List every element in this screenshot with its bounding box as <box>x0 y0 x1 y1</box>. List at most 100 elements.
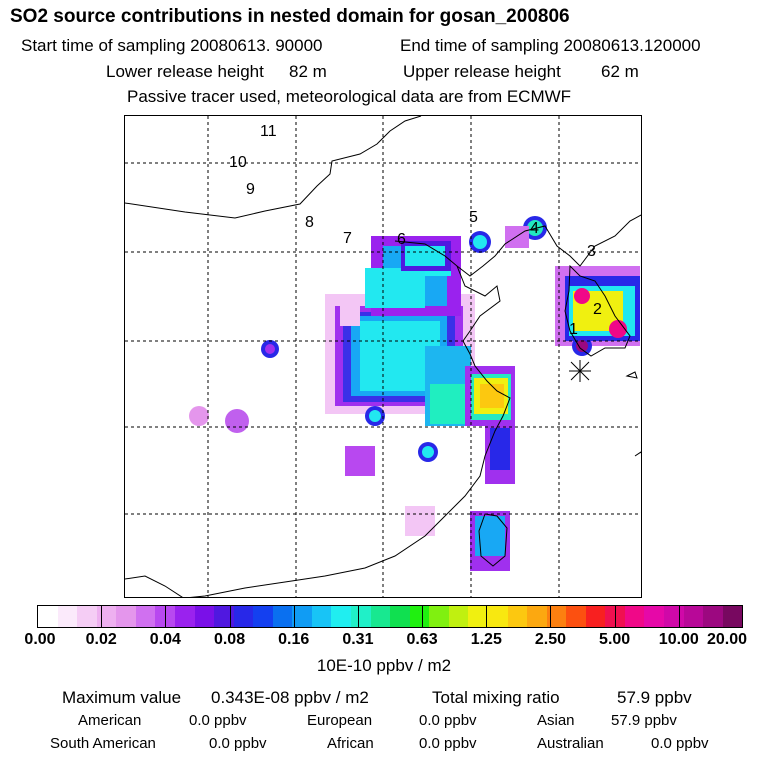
color-swatch <box>429 606 449 627</box>
color-swatch <box>507 606 528 627</box>
receptor-star-icon <box>569 360 591 382</box>
lat-lon-grid <box>125 116 641 597</box>
region-label-4: 4 <box>530 220 539 237</box>
color-swatch <box>253 606 273 627</box>
color-swatch <box>331 606 351 627</box>
color-swatch <box>644 606 664 627</box>
region-label-9: 9 <box>246 181 255 198</box>
total-mixing-value: 57.9 ppbv <box>617 688 692 707</box>
african-value: 0.0 ppbv <box>419 735 477 752</box>
european-value: 0.0 ppbv <box>419 712 477 729</box>
region-label-6: 6 <box>397 231 406 248</box>
color-swatch <box>96 606 117 627</box>
color-swatch <box>155 606 175 627</box>
region-label-11: 11 <box>260 123 277 140</box>
color-swatch <box>194 606 215 627</box>
color-swatch <box>214 606 234 627</box>
color-scale-tick-label: 1.25 <box>470 631 502 648</box>
color-scale-bar <box>37 605 743 628</box>
upper-release-value: 62 m <box>601 62 639 81</box>
color-swatch <box>57 606 78 627</box>
color-swatch <box>546 606 567 627</box>
color-scale-tick-label: 0.08 <box>213 631 246 648</box>
coastlines <box>125 116 641 597</box>
color-scale-tick-label: 0.16 <box>278 631 310 648</box>
color-swatch <box>703 606 723 627</box>
plot-title: SO2 source contributions in nested domai… <box>10 6 570 27</box>
color-swatch <box>683 606 704 627</box>
color-scale-tick-label: 5.00 <box>599 631 631 648</box>
region-label-7: 7 <box>343 230 352 247</box>
color-swatch <box>38 606 58 627</box>
color-swatch <box>624 606 645 627</box>
australian-label: Australian <box>537 735 604 752</box>
color-scale-tick-label: 0.04 <box>149 631 181 648</box>
lower-release-label: Lower release height <box>106 62 264 81</box>
color-scale-tick-label: 10.00 <box>658 631 699 648</box>
color-scale-tick-label: 0.00 <box>24 631 56 648</box>
color-scale-tick-label: 0.31 <box>342 631 374 648</box>
upper-release-label: Upper release height <box>403 62 561 81</box>
map-canvas <box>125 116 641 597</box>
color-swatch <box>174 606 195 627</box>
color-scale-separator <box>486 606 488 627</box>
concentration-field <box>189 216 640 571</box>
region-label-10: 10 <box>229 154 247 171</box>
color-scale-separator <box>614 606 616 627</box>
american-label: American <box>78 712 142 729</box>
color-swatch <box>664 606 684 627</box>
color-scale-unit: 10E-10 ppbv / m2 <box>316 656 452 675</box>
color-swatch <box>116 606 136 627</box>
asian-value: 57.9 ppbv <box>611 712 677 729</box>
color-scale-separator <box>101 606 103 627</box>
color-scale-separator <box>293 606 295 627</box>
region-label-1: 1 <box>569 321 578 338</box>
color-swatch <box>233 606 254 627</box>
color-scale-separator <box>357 606 359 627</box>
color-swatch <box>351 606 371 627</box>
color-swatch <box>311 606 332 627</box>
total-mixing-label: Total mixing ratio <box>432 688 560 707</box>
contribution-map: 1 2 3 4 5 6 7 8 9 10 11 <box>124 115 642 598</box>
color-swatch <box>566 606 586 627</box>
color-scale-separator <box>678 606 680 627</box>
color-swatch <box>585 606 606 627</box>
color-scale-tick-label: 2.50 <box>534 631 567 648</box>
color-scale-separator <box>550 606 552 627</box>
color-swatch <box>468 606 488 627</box>
region-label-5: 5 <box>469 209 478 226</box>
max-value-label: Maximum value <box>62 688 182 707</box>
max-value: 0.343E-08 ppbv / m2 <box>211 688 369 707</box>
region-label-3: 3 <box>587 243 596 260</box>
color-scale-separator <box>229 606 231 627</box>
color-scale-tick-label: 0.02 <box>85 631 117 648</box>
american-value: 0.0 ppbv <box>189 712 247 729</box>
european-label: European <box>307 712 373 729</box>
color-swatch <box>272 606 293 627</box>
asian-label: Asian <box>537 712 575 729</box>
region-label-8: 8 <box>305 214 314 231</box>
color-swatch <box>487 606 508 627</box>
start-time-label: Start time of sampling 20080613. 90000 <box>21 36 323 55</box>
color-swatch <box>722 606 743 627</box>
color-swatch <box>390 606 410 627</box>
color-scale-tick-label: 20.00 <box>706 631 748 648</box>
color-scale-tick-label: 0.63 <box>406 631 438 648</box>
color-swatch <box>135 606 156 627</box>
end-time-label: End time of sampling 20080613.120000 <box>400 36 701 55</box>
color-swatch <box>409 606 430 627</box>
region-label-2: 2 <box>593 301 602 318</box>
australian-value: 0.0 ppbv <box>651 735 709 752</box>
color-swatch <box>370 606 391 627</box>
lower-release-value: 82 m <box>289 62 327 81</box>
color-scale-separator <box>165 606 167 627</box>
south-american-label: South American <box>50 735 156 752</box>
color-swatch <box>527 606 547 627</box>
tracer-note: Passive tracer used, meteorological data… <box>127 87 572 106</box>
african-label: African <box>327 735 374 752</box>
color-scale-separator <box>422 606 424 627</box>
south-american-value: 0.0 ppbv <box>209 735 267 752</box>
color-swatch <box>77 606 97 627</box>
color-swatch <box>448 606 469 627</box>
color-swatch <box>292 606 312 627</box>
